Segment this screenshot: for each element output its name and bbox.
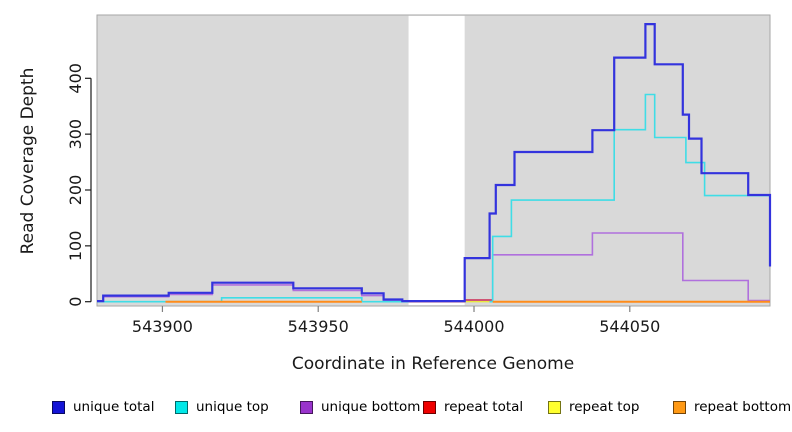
legend-swatch-icon [52, 400, 65, 414]
y-tick-label: 400 [66, 63, 85, 94]
legend-item-unique-bottom: unique bottom [300, 396, 420, 418]
series-lines [97, 23, 772, 303]
legend-item-repeat-top: repeat top [548, 396, 639, 418]
legend-item-repeat-total: repeat total [423, 396, 523, 418]
legend-label: unique bottom [321, 399, 421, 415]
legend-item-repeat-bottom: repeat bottom [673, 396, 791, 418]
chart-legend: unique total unique top unique bottom repea… [0, 396, 792, 426]
legend-swatch-icon [423, 400, 436, 414]
legend-swatch-icon [300, 400, 313, 414]
legend-label: repeat top [569, 399, 640, 415]
legend-label: repeat bottom [694, 399, 792, 415]
legend-swatch-icon [548, 400, 561, 414]
series-line-unique-total [97, 23, 772, 303]
legend-swatch-icon [673, 400, 686, 414]
x-tick-label: 544050 [599, 317, 660, 336]
y-tick-label: 200 [66, 175, 85, 206]
legend-label: repeat total [444, 399, 524, 415]
legend-label: unique top [196, 399, 269, 415]
x-tick-label: 544000 [443, 317, 504, 336]
y-tick-label: 300 [66, 119, 85, 150]
y-tick-label: 100 [66, 231, 85, 262]
legend-item-unique-total: unique total [52, 396, 154, 418]
y-axis-title: Read Coverage Depth [18, 68, 38, 255]
no-data-band [408, 15, 465, 306]
y-axis: 0 100 200 300 400 [66, 63, 92, 307]
x-axis-title: Coordinate in Reference Genome [292, 354, 574, 374]
x-tick-label: 543950 [288, 317, 349, 336]
x-axis: 543900 543950 544000 544050 [132, 306, 660, 336]
x-tick-label: 543900 [132, 317, 193, 336]
legend-swatch-icon [175, 400, 188, 414]
series-line-unique-top [489, 93, 770, 303]
coverage-chart: 0 100 200 300 400 543900 543950 544000 544050 C… [18, 14, 772, 374]
legend-item-unique-top: unique top [175, 396, 269, 418]
y-tick-label: 0 [66, 297, 85, 307]
legend-label: unique total [73, 399, 155, 415]
